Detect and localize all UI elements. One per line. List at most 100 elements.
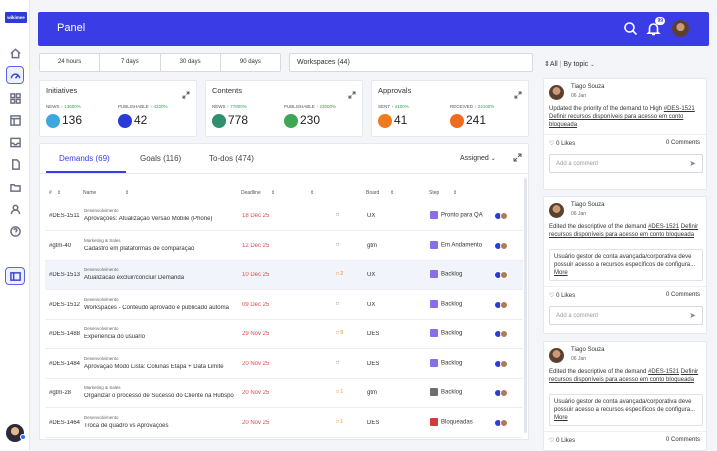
author-avatar[interactable] <box>549 348 564 363</box>
sort-icon[interactable]: ⇕ <box>125 190 130 196</box>
feed-filter[interactable]: ⇕All | By topic ⌄ <box>544 61 595 68</box>
like-button[interactable]: ♡ 0 Likes <box>549 293 576 299</box>
comments-indicator[interactable]: □ <box>336 360 356 366</box>
demand-step[interactable]: Backlog <box>430 358 496 369</box>
comments-count[interactable]: 0 Comments <box>665 140 700 146</box>
dashboard-nav[interactable] <box>6 66 24 84</box>
demand-step[interactable]: Em Andamento <box>430 240 496 251</box>
demand-step[interactable]: Backlog <box>430 388 496 398</box>
comments-count[interactable]: 0 Comments <box>665 292 700 298</box>
range-24h[interactable]: 24 hours <box>40 54 101 71</box>
author-name[interactable]: Tiago Souza <box>571 84 605 90</box>
demand-title[interactable]: Cadastro em plataformas de comparação <box>84 245 195 252</box>
col-deadline[interactable]: Deadline <box>241 190 261 196</box>
author-avatar[interactable] <box>549 85 564 100</box>
range-30d[interactable]: 30 days <box>161 54 221 71</box>
col-step[interactable]: Step <box>429 190 440 196</box>
assignees[interactable] <box>494 300 514 310</box>
author-name[interactable]: Tiago Souza <box>571 347 605 353</box>
app-logo[interactable]: wikimee <box>5 12 27 23</box>
sort-icon[interactable]: ⇕ <box>310 190 315 196</box>
author-name[interactable]: Tiago Souza <box>571 202 605 208</box>
demand-title-link[interactable]: Definir recursos disponíveis para acesso… <box>549 369 699 383</box>
comments-indicator[interactable]: □ 1 <box>336 389 356 395</box>
search-button[interactable] <box>623 21 638 36</box>
assignees[interactable] <box>494 241 514 251</box>
notifications-button[interactable]: 99 <box>646 17 665 36</box>
summary-card[interactable]: Approvals SENT ↑ 4100% 41 RECEIVED ↑ 24100%… <box>371 80 529 137</box>
inbox-nav[interactable] <box>6 133 24 151</box>
demand-id[interactable]: #DES-1484 <box>49 360 81 367</box>
summary-card[interactable]: Initiatives NEWS ↑ 13600% 136 PUBLISHABLE ↑… <box>39 80 197 137</box>
demand-step[interactable]: Pronto para QA <box>430 211 496 221</box>
expand-icon[interactable] <box>182 86 190 99</box>
assignees[interactable] <box>494 330 514 339</box>
assignees[interactable] <box>494 271 514 280</box>
table-scrollbar[interactable] <box>524 178 527 433</box>
expand-icon[interactable] <box>514 86 522 99</box>
tab-demands[interactable]: Demands (69) <box>59 154 110 163</box>
table-row[interactable]: #DES-1488 Desenvolvimento Experiencia do u… <box>45 320 523 349</box>
comment-input[interactable]: Add a comment ➤ <box>549 306 703 325</box>
range-90d[interactable]: 90 days <box>239 59 261 65</box>
comments-indicator[interactable]: □ <box>336 212 356 218</box>
help-nav[interactable] <box>6 222 24 240</box>
tab-todos[interactable]: To-dos (474) <box>209 154 254 163</box>
assignees[interactable] <box>494 359 514 369</box>
demand-id[interactable]: #DES-1488 <box>49 331 81 337</box>
comments-indicator[interactable]: □ <box>336 301 356 307</box>
author-avatar[interactable] <box>549 203 564 218</box>
demand-step[interactable]: Backlog <box>430 299 496 310</box>
tab-goals[interactable]: Goals (116) <box>140 154 182 163</box>
table-row[interactable]: #DES-1511 Desenvolvimento Aprovações: Atua… <box>45 202 523 231</box>
range-7d[interactable]: 7 days <box>100 54 161 71</box>
like-button[interactable]: ♡ 0 Likes <box>549 438 576 444</box>
workspace-select[interactable]: Workspaces (44) <box>289 53 533 72</box>
comments-indicator[interactable]: □ 9 <box>336 330 356 336</box>
table-row[interactable]: #gtm-28 Marketing & Sales Organizar o proc… <box>45 379 523 408</box>
demand-title[interactable]: Aprovação Modo Lista: Colunas Etapa + Da… <box>84 363 224 370</box>
demand-step[interactable]: Bloqueadas <box>430 417 496 428</box>
demand-title[interactable]: Atualizacao excluir/concluir Demanda <box>84 275 185 281</box>
comments-indicator[interactable]: □ <box>336 242 356 248</box>
sort-icon[interactable]: ⇕ <box>453 190 458 196</box>
sort-icon[interactable]: ⇕ <box>271 190 276 196</box>
filter-by-topic[interactable]: By topic <box>563 61 589 68</box>
col-board[interactable]: Board <box>366 190 380 196</box>
demand-title[interactable]: Troca de quadro vs Aprovações <box>84 422 169 429</box>
home-nav[interactable] <box>6 44 24 62</box>
profile-avatar[interactable] <box>672 20 689 37</box>
demand-title-link[interactable]: Definir recursos disponíveis para acesso… <box>549 224 699 238</box>
summary-card[interactable]: Contents NEWS ↑ 77800% 778 PUBLISHABLE ↑ 23… <box>205 80 363 137</box>
send-icon[interactable]: ➤ <box>689 159 696 168</box>
demand-title[interactable]: Workspaces - Conteudo aprovado é publica… <box>84 304 229 311</box>
assigned-filter[interactable]: Assigned ⌄ <box>460 155 496 162</box>
demand-title[interactable]: Experiencia do usuário <box>84 334 146 340</box>
demand-id[interactable]: #DES-1512 <box>49 301 81 308</box>
table-row[interactable]: #DES-1464 Desenvolvimento Troca de quadro … <box>45 409 523 438</box>
demand-id[interactable]: #DES-1513 <box>49 272 81 278</box>
more-link[interactable]: More <box>554 270 568 276</box>
sort-icon[interactable]: ⇕ <box>390 190 395 196</box>
demand-title[interactable]: Organizar o processo de Sucesso do Clien… <box>84 393 234 399</box>
demand-step[interactable]: Backlog <box>430 270 496 280</box>
table-row[interactable]: #gtm-40 Marketing & Sales Cadastro em plat… <box>45 232 523 261</box>
assignees[interactable] <box>494 212 514 221</box>
expand-icon[interactable] <box>348 86 356 99</box>
demand-title[interactable]: Aprovações: Atualização Versao Mobile (P… <box>84 216 213 222</box>
apps-nav[interactable] <box>6 89 24 107</box>
docs-nav[interactable] <box>6 155 24 173</box>
send-icon[interactable]: ➤ <box>689 311 696 320</box>
table-row[interactable]: #DES-1512 Desenvolvimento Workspaces - Con… <box>45 291 523 320</box>
assignees[interactable] <box>494 418 514 428</box>
assignees[interactable] <box>494 389 514 398</box>
comments-indicator[interactable]: □ 1 <box>336 419 356 425</box>
comment-input[interactable]: Add a comment ➤ <box>549 154 703 173</box>
board-nav[interactable] <box>6 111 24 129</box>
demand-link[interactable]: #DES-1521 <box>648 224 680 230</box>
demand-step[interactable]: Backlog <box>430 329 496 339</box>
users-nav[interactable] <box>6 200 24 218</box>
comments-indicator[interactable]: □ 2 <box>336 271 356 277</box>
demand-link[interactable]: #DES-1521 <box>663 106 695 112</box>
panel-toggle[interactable] <box>5 267 25 285</box>
